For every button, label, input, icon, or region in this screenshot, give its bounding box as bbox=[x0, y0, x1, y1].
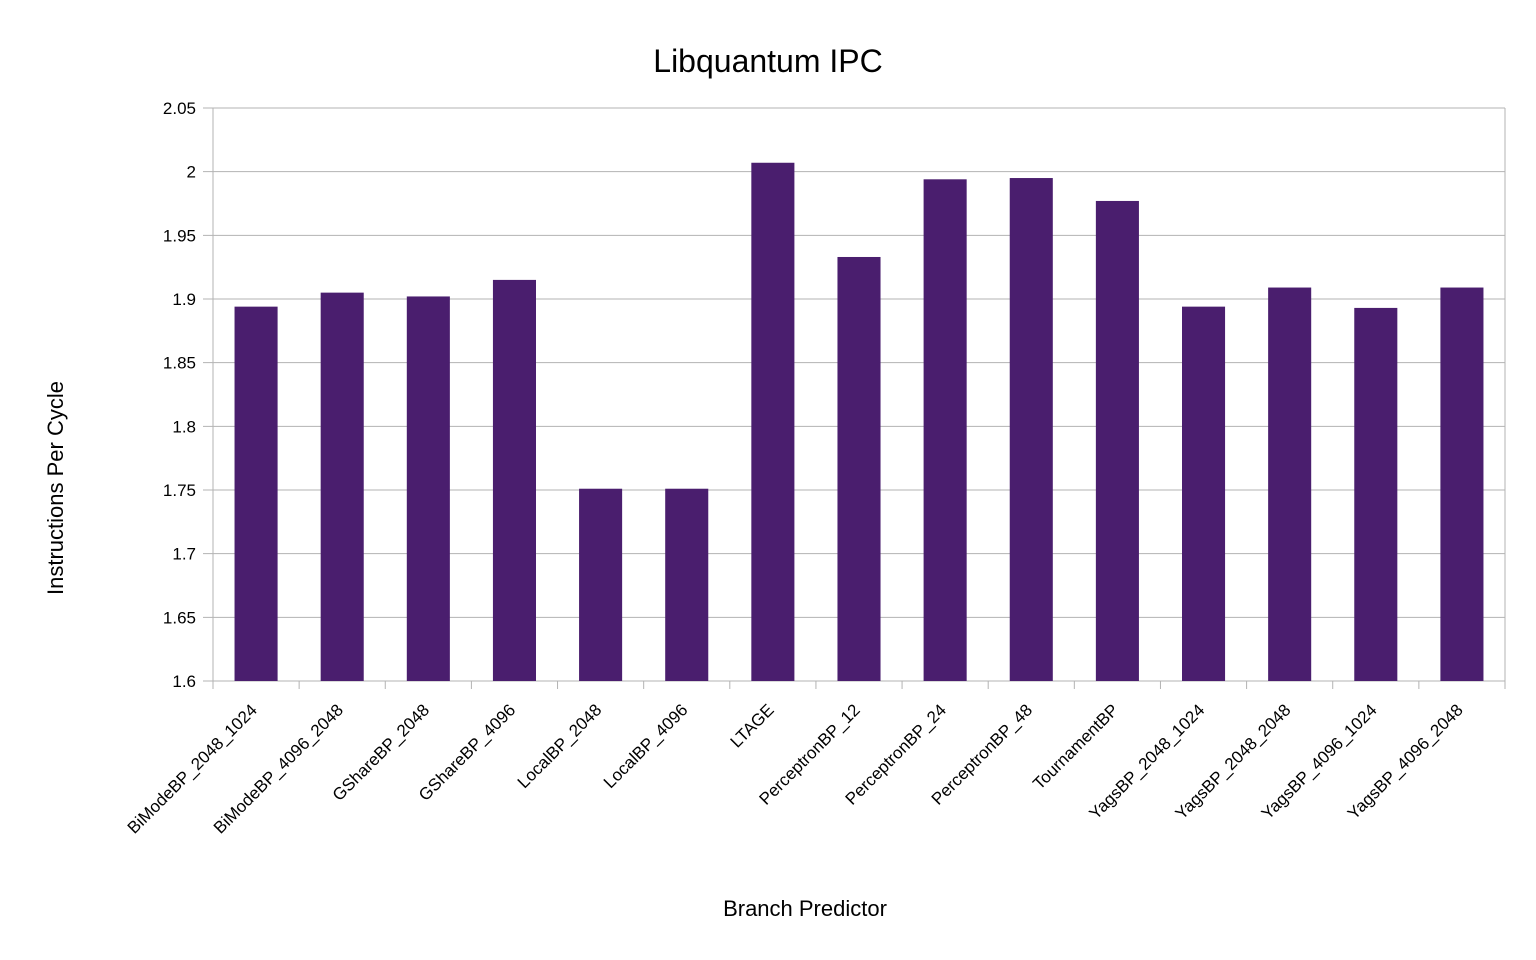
y-tick-label: 1.7 bbox=[172, 545, 196, 564]
bar bbox=[1009, 178, 1053, 682]
y-axis-title: Instructions Per Cycle bbox=[43, 381, 68, 595]
bar bbox=[234, 306, 278, 681]
y-tick-label: 1.75 bbox=[163, 481, 196, 500]
bar bbox=[1440, 287, 1484, 681]
x-tick-label: LTAGE bbox=[727, 700, 778, 751]
x-axis-title: Branch Predictor bbox=[723, 896, 887, 921]
y-tick-label: 1.8 bbox=[172, 417, 196, 436]
bar bbox=[1354, 307, 1398, 681]
bar bbox=[320, 292, 364, 681]
bar bbox=[492, 279, 536, 681]
bar bbox=[665, 488, 709, 681]
y-tick-label: 2.05 bbox=[163, 99, 196, 118]
y-tick-label: 1.65 bbox=[163, 608, 196, 627]
axes bbox=[212, 108, 1506, 689]
bars bbox=[234, 162, 1484, 682]
bar bbox=[751, 162, 795, 682]
y-tick-label: 2 bbox=[187, 163, 196, 182]
x-tick-labels: BiModeBP_2048_1024BiModeBP_4096_2048GSha… bbox=[124, 700, 1467, 837]
y-tick-label: 1.85 bbox=[163, 354, 196, 373]
y-tick-label: 1.9 bbox=[172, 290, 196, 309]
chart-title: Libquantum IPC bbox=[653, 43, 882, 79]
bar bbox=[406, 296, 450, 681]
x-tick-label: LocalBP_4096 bbox=[600, 700, 692, 792]
bar bbox=[1182, 306, 1226, 681]
y-tick-label: 1.6 bbox=[172, 672, 196, 691]
y-tick-labels: 1.6 1.65 1.7 1.75 1.8 1.85 1.9 1.95 2 2.05 bbox=[163, 99, 196, 691]
bar bbox=[579, 488, 623, 681]
bar bbox=[837, 256, 881, 681]
y-tick-label: 1.95 bbox=[163, 226, 196, 245]
bar bbox=[923, 179, 967, 681]
bar bbox=[1268, 287, 1312, 681]
x-tick-label: TournamentBP bbox=[1029, 700, 1122, 793]
x-tick-label: LocalBP_2048 bbox=[514, 700, 606, 792]
bar bbox=[1095, 200, 1139, 681]
